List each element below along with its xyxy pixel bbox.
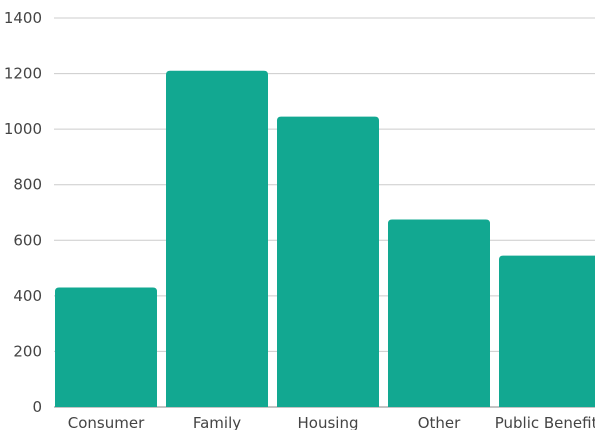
y-tick-label: 800	[13, 176, 42, 194]
y-tick-label: 1400	[4, 9, 42, 27]
x-category-label: Family	[193, 414, 241, 430]
y-tick-label: 200	[13, 342, 42, 360]
x-category-label: Consumer	[68, 414, 145, 430]
y-tick-label: 1200	[4, 65, 42, 83]
x-axis-labels: Consumer Family Housing Other Public Benefit…	[68, 414, 595, 430]
bar-consumer	[55, 287, 157, 407]
bar-public-benefits	[499, 255, 595, 407]
y-tick-label: 600	[13, 231, 42, 249]
y-tick-label: 0	[32, 398, 42, 416]
x-category-label: Other	[418, 414, 461, 430]
bars	[55, 70, 595, 408]
bar-housing	[277, 116, 379, 407]
bar-family	[166, 70, 268, 408]
x-category-label: Public Benefits	[495, 414, 595, 430]
y-tick-label: 1000	[4, 120, 42, 138]
x-category-label: Housing	[298, 414, 359, 430]
bar-other	[388, 219, 490, 407]
y-tick-label: 400	[13, 287, 42, 305]
y-axis-ticks: 0 200 400 600 800 1000 1200 1400	[4, 9, 42, 416]
